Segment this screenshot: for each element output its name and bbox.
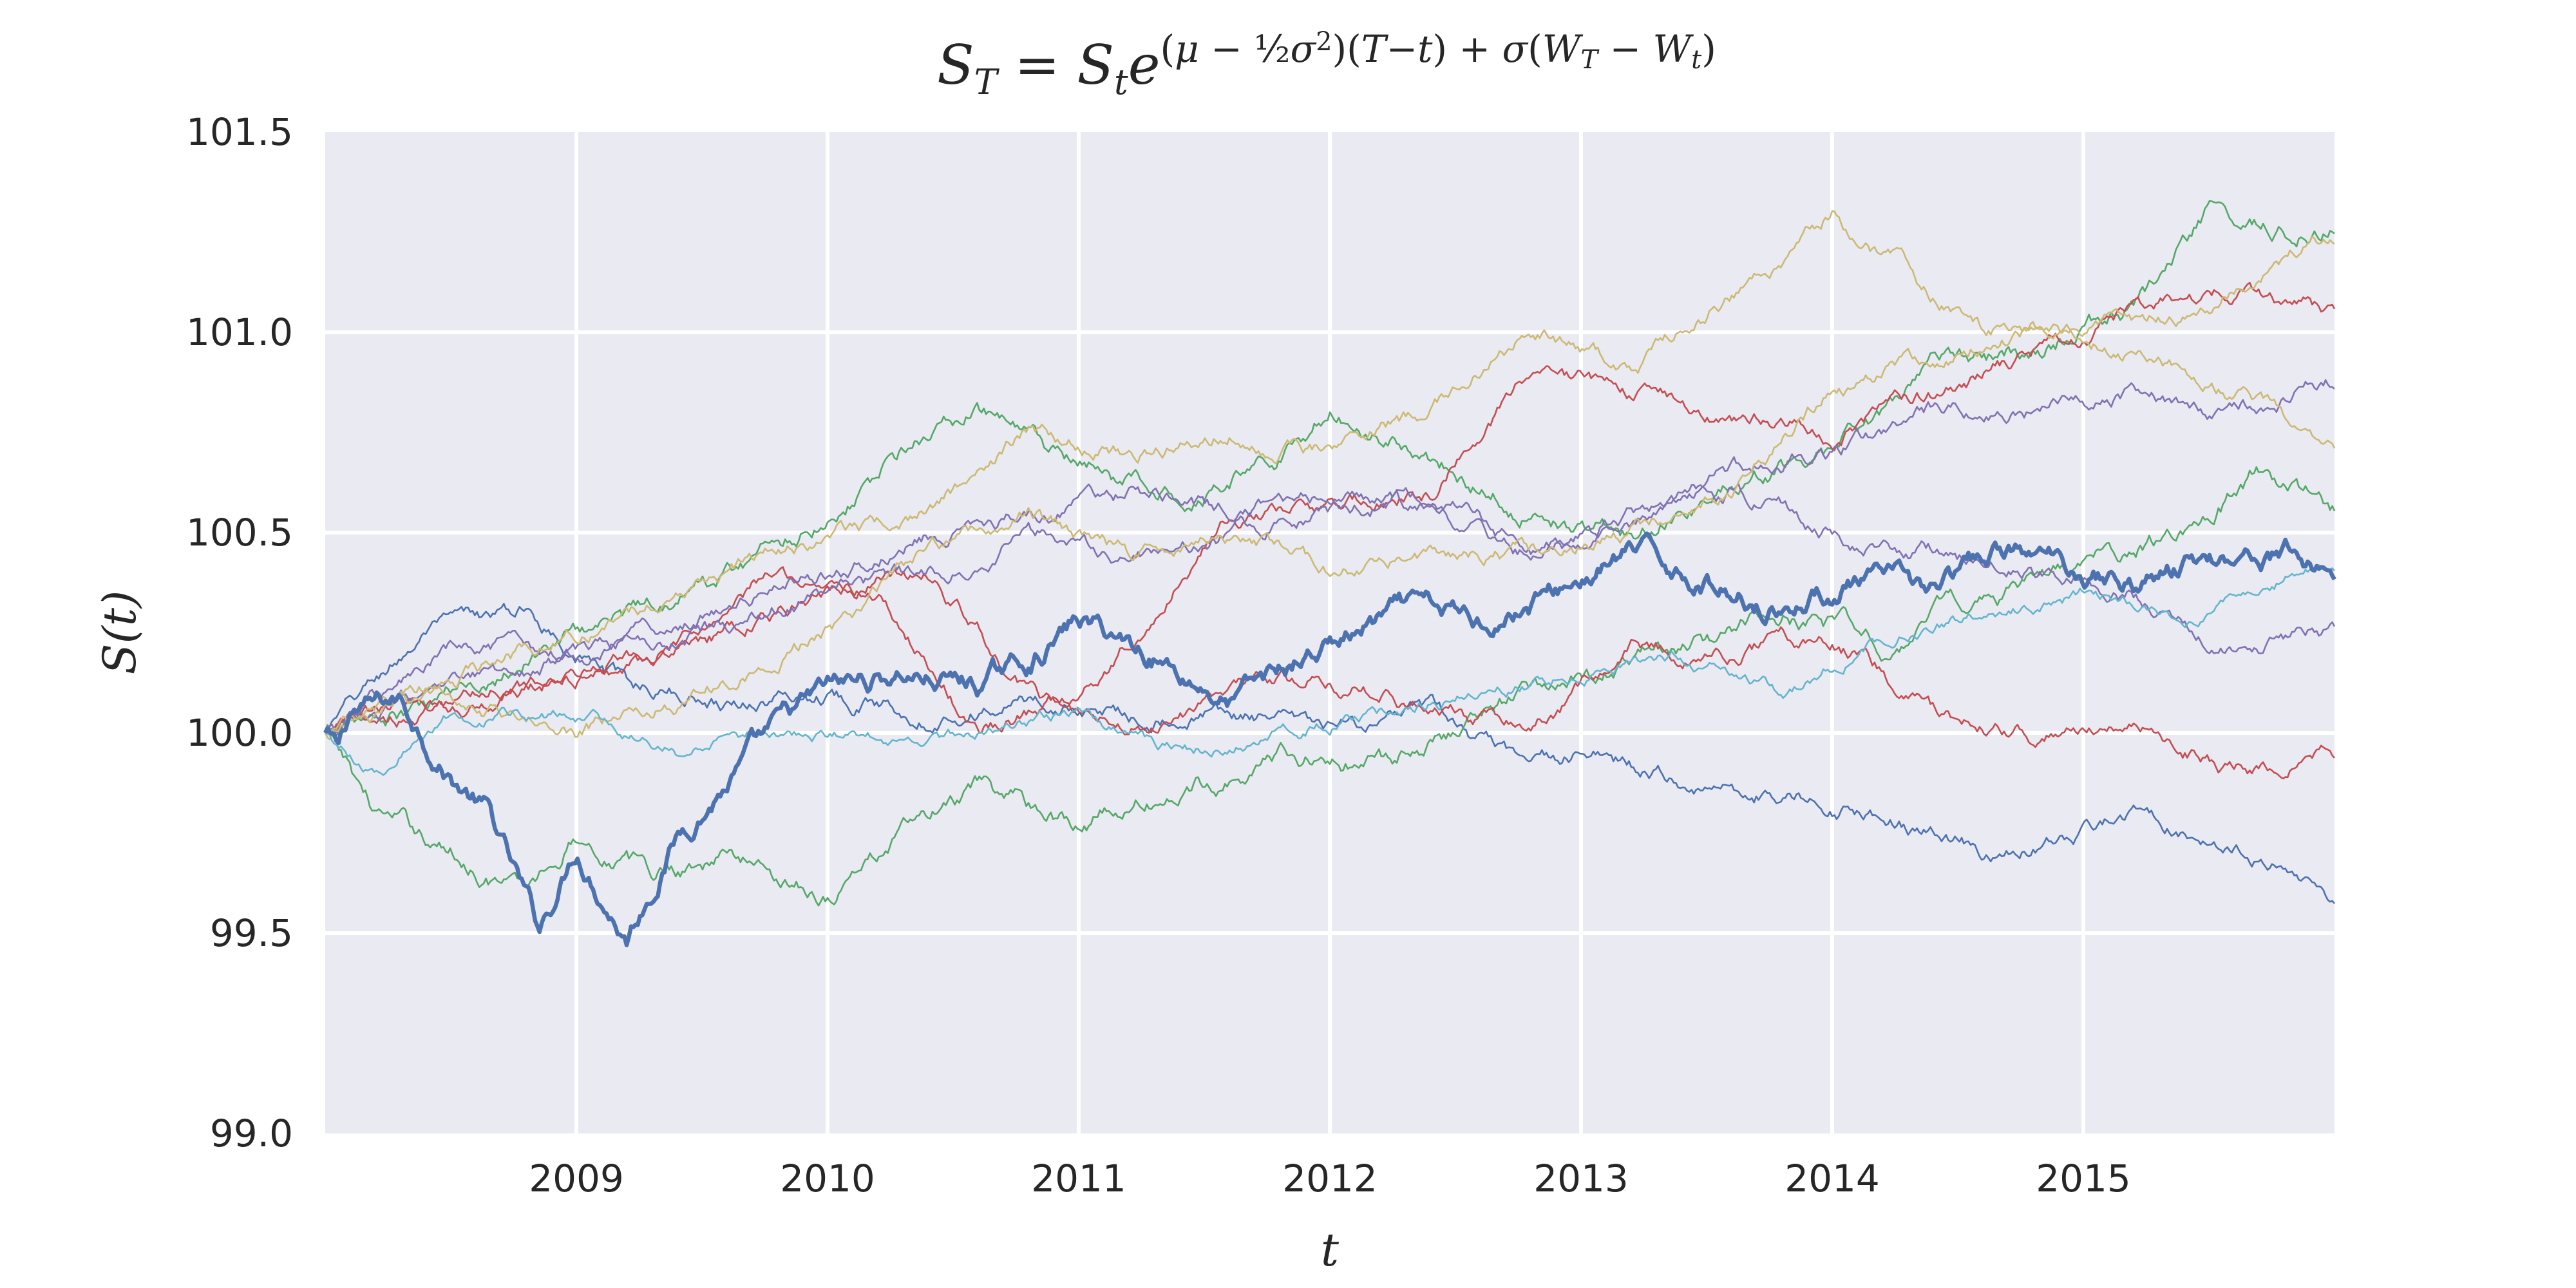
y-tick-label: 99.0 bbox=[210, 1112, 293, 1155]
y-tick-label: 101.0 bbox=[186, 310, 293, 354]
x-axis-ticks: 2009 2010 2011 2012 2013 2014 2015 bbox=[529, 1157, 2131, 1200]
series-line-7 bbox=[325, 379, 2335, 735]
series-line-8 bbox=[325, 483, 2336, 736]
series-line-1 bbox=[323, 531, 2336, 947]
y-tick-label: 100.0 bbox=[186, 711, 293, 755]
chart-title: ST = Ste(μ − ½σ2)(T−t) + σ(WT − Wt) bbox=[937, 27, 1716, 102]
y-tick-label: 99.5 bbox=[210, 911, 293, 955]
y-axis-ticks: 99.0 99.5 100.0 100.5 101.0 101.5 bbox=[186, 110, 293, 1155]
series-line-9 bbox=[324, 210, 2335, 741]
x-axis-label: t bbox=[1321, 1224, 1340, 1276]
series-line-2 bbox=[325, 603, 2335, 904]
y-tick-label: 100.5 bbox=[186, 511, 293, 554]
grid-lines bbox=[325, 132, 2334, 1133]
series-line-11 bbox=[325, 564, 2335, 776]
y-tick-label: 101.5 bbox=[186, 110, 293, 154]
y-axis-label: S(t) bbox=[93, 591, 146, 675]
x-tick-label: 2014 bbox=[1785, 1157, 1880, 1200]
series-line-5 bbox=[325, 281, 2336, 736]
x-tick-label: 2013 bbox=[1533, 1157, 1629, 1200]
x-tick-label: 2011 bbox=[1031, 1157, 1126, 1200]
svg-text:S(t): S(t) bbox=[93, 591, 146, 675]
series-layer bbox=[323, 200, 2336, 947]
x-tick-label: 2012 bbox=[1282, 1157, 1378, 1200]
svg-text:ST = Ste(μ − ½σ2)(T−t) + σ(WT: ST = Ste(μ − ½σ2)(T−t) + σ(WT − Wt) bbox=[937, 27, 1716, 102]
x-tick-label: 2015 bbox=[2036, 1157, 2131, 1200]
series-line-3 bbox=[325, 466, 2336, 907]
x-tick-label: 2010 bbox=[780, 1157, 875, 1200]
series-line-10 bbox=[325, 321, 2336, 738]
series-line-6 bbox=[324, 568, 2335, 780]
x-tick-label: 2009 bbox=[529, 1157, 624, 1200]
series-line-4 bbox=[324, 200, 2335, 740]
